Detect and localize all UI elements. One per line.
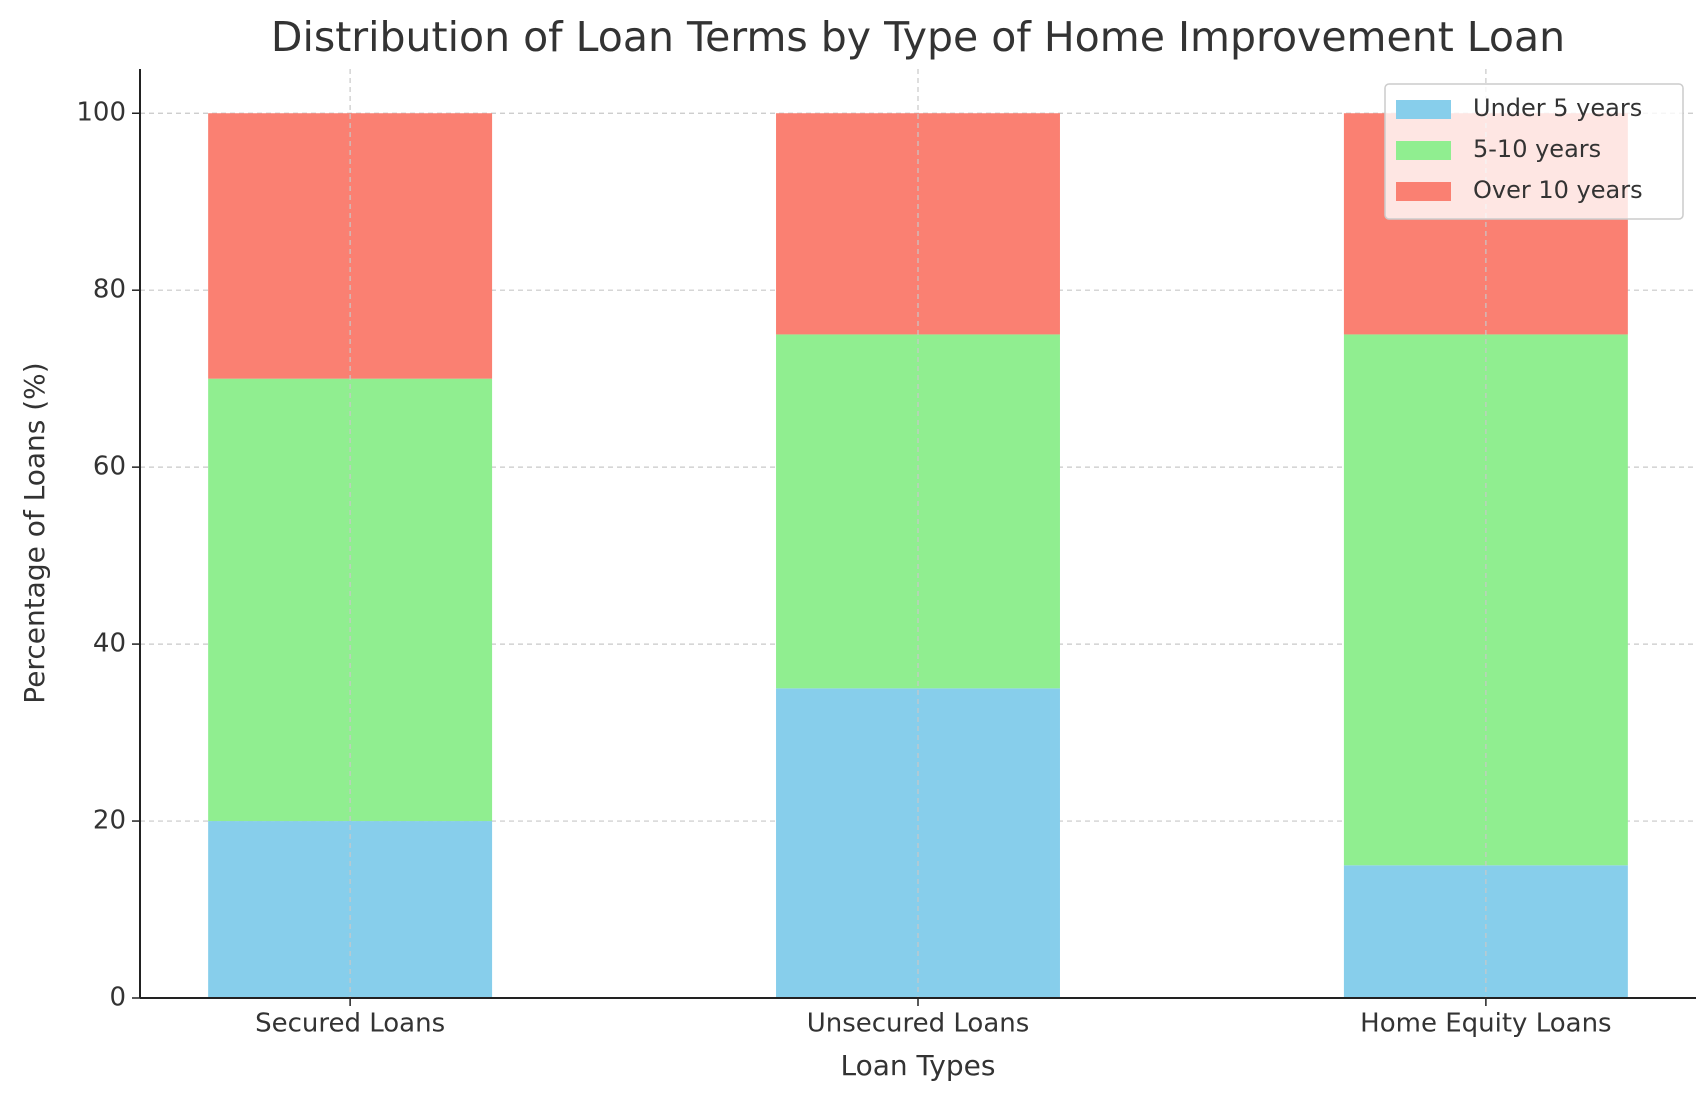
legend-swatch: [1396, 141, 1451, 160]
x-tick-label: Home Equity Loans: [1360, 1009, 1611, 1039]
y-tick-label: 80: [93, 275, 126, 305]
legend-label: Under 5 years: [1473, 94, 1642, 122]
y-tick-label: 0: [109, 983, 126, 1013]
legend-box: [1384, 83, 1684, 220]
bar-segment: [1343, 865, 1628, 998]
x-tick-label: Secured Loans: [255, 1009, 445, 1039]
y-axis-label: Percentage of Loans (%): [18, 362, 51, 703]
y-tick-label: 60: [93, 452, 126, 482]
y-tick-label: 40: [93, 629, 126, 659]
legend-swatch: [1396, 100, 1451, 119]
legend-label: Over 10 years: [1473, 176, 1643, 204]
legend-label: 5-10 years: [1473, 135, 1601, 163]
x-tick-label: Unsecured Loans: [807, 1009, 1030, 1039]
legend-swatch: [1396, 182, 1451, 201]
y-tick-label: 100: [76, 98, 126, 128]
x-axis-label: Loan Types: [841, 1049, 996, 1082]
chart-title: Distribution of Loan Terms by Type of Ho…: [271, 13, 1565, 61]
y-tick-label: 20: [93, 806, 126, 836]
